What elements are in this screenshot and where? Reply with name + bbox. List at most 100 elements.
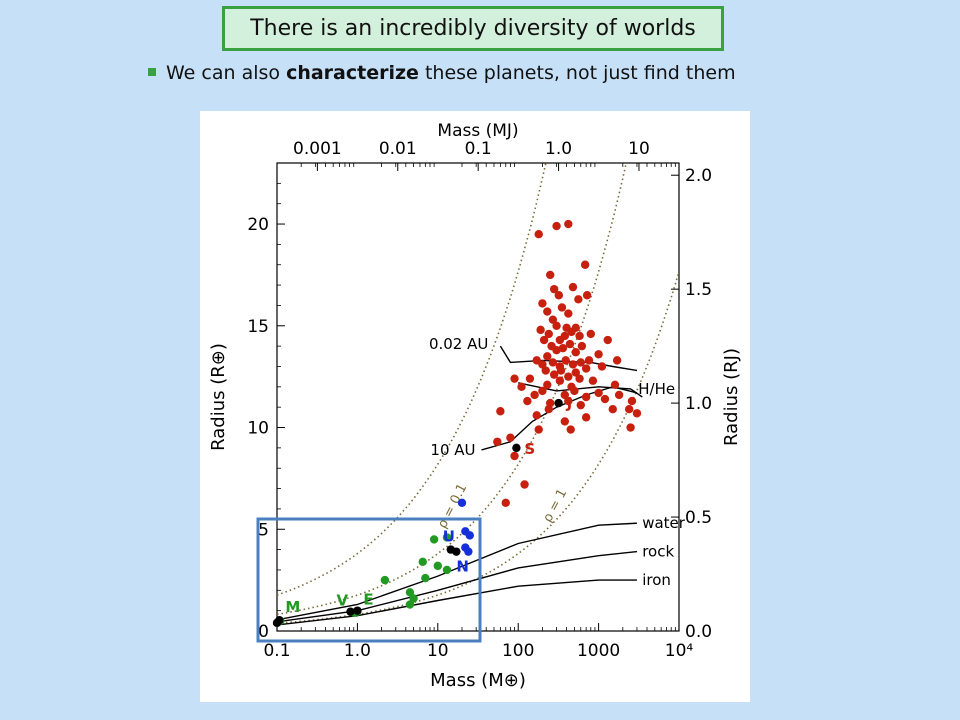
y-tick-label: 20 (247, 215, 269, 235)
model-curve (277, 579, 637, 626)
exoplanets-point (612, 356, 622, 365)
exoplanets-point (582, 291, 592, 300)
exoplanets-point (493, 437, 502, 446)
model-curve-label: water (642, 514, 686, 532)
exoplanets-point (552, 221, 561, 231)
density-label: ρ = 10 (713, 460, 749, 505)
exoplanets-point (571, 368, 580, 377)
exoplanets-point (556, 366, 566, 375)
exoplanets-point (594, 350, 603, 359)
x-axis-label: Mass (M⊕) (430, 670, 526, 691)
small_planets-point (405, 600, 415, 609)
exoplanets-point (534, 230, 543, 239)
exoplanets-point (626, 423, 635, 432)
ice_giants-point (464, 547, 473, 556)
solar_system-point (512, 443, 521, 453)
exoplanets-point (530, 390, 539, 400)
model-curve-label: 0.02 AU (429, 335, 488, 353)
exoplanets-point (576, 400, 585, 410)
planet-letter-label: M (285, 598, 300, 616)
small_planets-point (429, 535, 439, 544)
slide-title: There is an incredibly diversity of worl… (222, 6, 724, 51)
exoplanets-point (624, 405, 634, 414)
solar_system-point (346, 607, 355, 616)
exoplanets-point (538, 386, 547, 396)
exoplanets-point (510, 451, 519, 461)
model-curve (481, 386, 638, 451)
exoplanets-point (597, 362, 607, 371)
density-line (277, 163, 628, 616)
small_planets-point (409, 594, 418, 603)
exoplanets-point (568, 282, 578, 292)
exoplanets-point (525, 374, 535, 383)
y-right-tick-label: 0.5 (685, 508, 712, 528)
exoplanets-point (549, 370, 559, 379)
exoplanets-point (584, 356, 594, 365)
y-tick-label: 5 (258, 520, 269, 540)
exoplanets-point (564, 219, 573, 229)
exoplanets-point (544, 405, 553, 414)
model-curve (277, 550, 638, 623)
exoplanets-point (575, 374, 584, 383)
small_planets-point (380, 575, 390, 585)
planet-letter-label: J (566, 394, 573, 412)
exoplanets-point (545, 270, 555, 280)
highlight-box (256, 517, 482, 643)
model-curve-label: H/He (638, 380, 675, 398)
exoplanets-point (554, 291, 564, 300)
small_planets-point (433, 561, 442, 571)
exoplanets-point (564, 372, 573, 381)
exoplanets-point (544, 329, 553, 339)
exoplanets-point (536, 325, 545, 335)
exoplanets-point (541, 366, 550, 375)
bullet-text-suffix: these planets, not just find them (418, 62, 736, 84)
model-curve-label: iron (642, 571, 671, 589)
y-right-tick-label: 1.5 (685, 280, 712, 300)
exoplanets-point (570, 386, 579, 396)
exoplanets-point (564, 309, 573, 318)
exoplanets-point (577, 341, 587, 351)
bullet-text-bold: characterize (286, 62, 419, 84)
x-tick-label: 0.1 (263, 641, 290, 661)
exoplanets-point (574, 295, 583, 304)
x-top-tick-label: 0.001 (293, 139, 342, 159)
exoplanets-point (548, 358, 558, 367)
exoplanets-point (594, 388, 603, 398)
exoplanets-point (549, 284, 559, 294)
x-top-tick-label: 0.1 (465, 139, 492, 159)
bullet-square-icon (148, 67, 156, 76)
exoplanets-point (501, 498, 510, 508)
bullet-text-prefix: We can also (166, 62, 287, 84)
exoplanets-point (558, 343, 568, 353)
x-tick-label: 1000 (577, 641, 620, 661)
planet-letter-label: N (456, 558, 469, 576)
exoplanets-point (581, 392, 591, 402)
bullet-point: We can also characterize these planets, … (148, 62, 736, 84)
exoplanets-point (614, 390, 624, 400)
y-axis-label: Radius (R⊕) (208, 343, 229, 451)
x-top-axis-label: Mass (MJ) (437, 121, 518, 141)
exoplanets-point (581, 413, 591, 422)
exoplanets-point (506, 433, 515, 442)
exoplanets-point (571, 323, 580, 333)
exoplanets-point (520, 480, 529, 489)
exoplanets-point (552, 321, 561, 330)
exoplanets-point (564, 396, 573, 406)
exoplanets-point (560, 331, 570, 341)
x-tick-label: 1.0 (344, 641, 371, 661)
exoplanets-point (568, 360, 578, 369)
exoplanets-point (539, 335, 549, 345)
exoplanets-point (534, 425, 543, 434)
density-line (277, 271, 679, 625)
exoplanets-point (543, 352, 552, 361)
x-tick-label: 10⁴ (665, 641, 694, 661)
solar_system-point (353, 606, 362, 615)
exoplanets-point (575, 331, 584, 341)
small_planets-point (418, 557, 427, 567)
exoplanets-point (543, 380, 552, 389)
exoplanets-point (576, 358, 585, 367)
exoplanets-point (603, 335, 612, 345)
model-curve-label: rock (642, 543, 674, 561)
exoplanets-point (627, 396, 637, 406)
y-right-tick-label: 0.0 (685, 622, 712, 642)
